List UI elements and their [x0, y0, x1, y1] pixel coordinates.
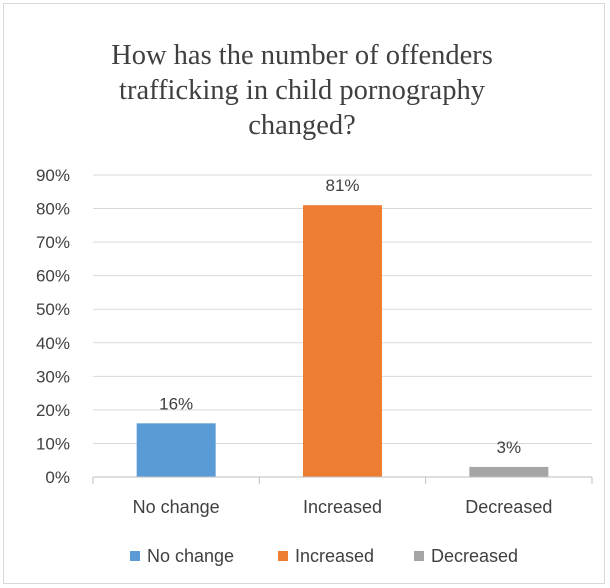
y-tick-label: 90% — [36, 166, 70, 185]
data-label: 81% — [325, 176, 359, 195]
legend-entry-label: No change — [147, 546, 234, 566]
y-tick-label: 60% — [36, 267, 70, 286]
x-category-label: Increased — [303, 497, 382, 517]
x-axis — [92, 476, 593, 484]
legend-swatch — [130, 551, 140, 561]
chart-frame: How has the number of offenders traffick… — [3, 3, 605, 584]
bar-chart: How has the number of offenders traffick… — [36, 40, 593, 566]
y-tick-label: 20% — [36, 401, 70, 420]
bar — [303, 205, 382, 477]
bar — [136, 423, 216, 477]
x-category-label: Decreased — [465, 497, 552, 517]
bar — [469, 466, 549, 477]
y-tick-label: 70% — [36, 233, 70, 252]
y-tick-label: 0% — [45, 468, 70, 487]
legend-entry-label: Decreased — [431, 546, 518, 566]
chart-title-line-3: changed? — [248, 110, 356, 141]
y-tick-label: 40% — [36, 334, 70, 353]
y-tick-label: 10% — [36, 434, 70, 453]
legend-entry-label: Increased — [295, 546, 374, 566]
y-tick-label: 50% — [36, 300, 70, 319]
chart-title: How has the number of offenders traffick… — [111, 40, 493, 141]
data-labels: 16% 81% 3% — [159, 176, 521, 457]
legend-swatch — [414, 551, 424, 561]
chart-title-line-1: How has the number of offenders — [111, 40, 493, 71]
y-axis-tick-labels: 0% 10% 20% 30% 40% 50% 60% 70% 80% 90% — [36, 166, 70, 487]
y-tick-label: 30% — [36, 367, 70, 386]
y-tick-label: 80% — [36, 200, 70, 219]
data-label: 3% — [497, 438, 522, 457]
data-label: 16% — [159, 394, 193, 413]
chart-title-line-2: trafficking in child pornography — [119, 75, 486, 106]
legend: No change Increased Decreased — [130, 546, 518, 566]
legend-swatch — [278, 551, 288, 561]
x-axis-category-labels: No change Increased Decreased — [133, 497, 553, 517]
x-category-label: No change — [133, 497, 220, 517]
bars — [136, 205, 549, 477]
